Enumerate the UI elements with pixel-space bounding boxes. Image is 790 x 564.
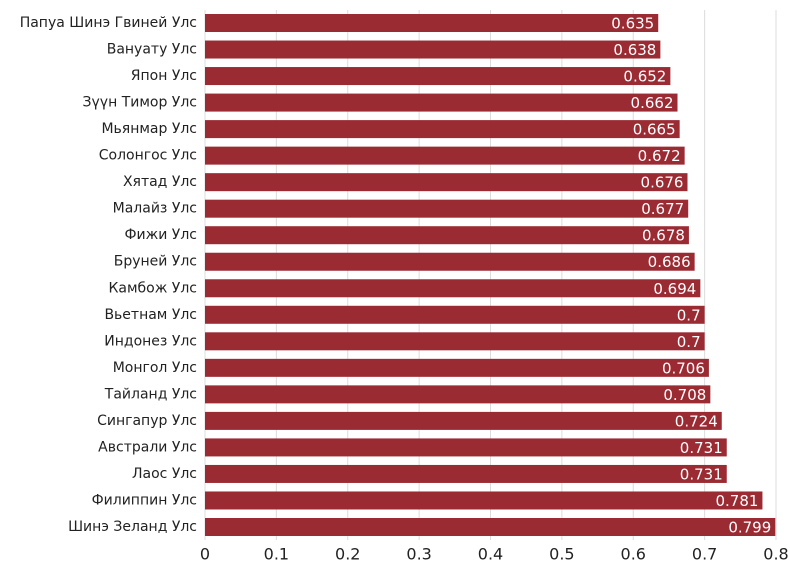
value-label: 0.677: [641, 200, 684, 218]
y-tick-label: Вьетнам Улс: [104, 307, 197, 323]
value-label: 0.665: [633, 121, 676, 139]
bar: [205, 491, 763, 510]
bar: [205, 332, 705, 351]
value-label: 0.731: [680, 439, 723, 457]
value-label: 0.672: [638, 147, 681, 165]
value-label: 0.724: [675, 412, 718, 430]
y-tick-label: Камбож Улс: [108, 280, 197, 296]
bar: [205, 411, 722, 430]
y-tick-label: Тайланд Улс: [104, 386, 197, 402]
x-tick-label: 0.7: [692, 545, 717, 564]
value-label: 0.799: [728, 519, 771, 537]
value-label: 0.678: [642, 227, 685, 245]
bar: [205, 279, 701, 298]
bar: [205, 67, 671, 86]
x-tick-label: 0.4: [478, 545, 503, 564]
bar: [205, 385, 711, 404]
y-tick-label: Монгол Улс: [113, 360, 197, 376]
value-label: 0.676: [641, 174, 684, 192]
bar: [205, 93, 678, 112]
bar: [205, 358, 709, 377]
x-tick-label: 0.1: [264, 545, 289, 564]
y-tick-label: Солонгос Улс: [99, 148, 197, 164]
bar: [205, 40, 661, 59]
y-tick-label: Филиппин Улс: [92, 492, 197, 508]
y-tick-label: Зүүн Тимор Улс: [83, 95, 197, 111]
bar: [205, 464, 727, 483]
y-tick-label: Лаос Улс: [132, 466, 197, 482]
value-label: 0.662: [631, 94, 674, 112]
value-label: 0.7: [677, 333, 701, 351]
y-tick-label: Хятад Улс: [123, 174, 197, 190]
x-tick-label: 0.6: [621, 545, 646, 564]
y-tick-label: Сингапур Улс: [97, 413, 197, 429]
bar: [205, 146, 685, 165]
y-tick-label: Мьянмар Улс: [101, 121, 197, 137]
bar: [205, 199, 689, 218]
y-tick-label: Индонез Улс: [104, 333, 197, 349]
value-label: 0.781: [715, 492, 758, 510]
value-label: 0.686: [648, 253, 691, 271]
x-tick-label: 0.8: [763, 545, 788, 564]
y-tick-label: Папуа Шинэ Гвиней Улс: [20, 15, 197, 31]
x-tick-label: 0.5: [549, 545, 574, 564]
x-tick-label: 0.3: [406, 545, 431, 564]
x-tick-label: 0: [200, 545, 210, 564]
value-label: 0.635: [611, 15, 654, 33]
value-label: 0.7: [677, 306, 701, 324]
y-tick-label: Япон Улс: [131, 68, 197, 84]
value-label: 0.652: [623, 68, 666, 86]
y-tick-label: Вануату Улс: [107, 42, 197, 58]
bar: [205, 305, 705, 324]
x-tick-label: 0.2: [335, 545, 360, 564]
y-tick-label: Фижи Улс: [125, 227, 198, 243]
bar: [205, 252, 695, 271]
bar: [205, 173, 688, 192]
y-tick-label: Шинэ Зеланд Улс: [68, 519, 197, 535]
y-tick-label: Малайз Улс: [113, 201, 197, 217]
y-tick-label: Бруней Улс: [114, 254, 197, 270]
value-label: 0.638: [613, 41, 656, 59]
value-label: 0.694: [653, 280, 696, 298]
bar: [205, 518, 776, 536]
bar: [205, 120, 680, 139]
value-label: 0.706: [662, 359, 705, 377]
value-label: 0.731: [680, 465, 723, 483]
y-tick-label: Австрали Улс: [98, 439, 197, 455]
bar: [205, 14, 659, 32]
value-label: 0.708: [663, 386, 706, 404]
bar: [205, 226, 689, 245]
bar: [205, 438, 727, 457]
